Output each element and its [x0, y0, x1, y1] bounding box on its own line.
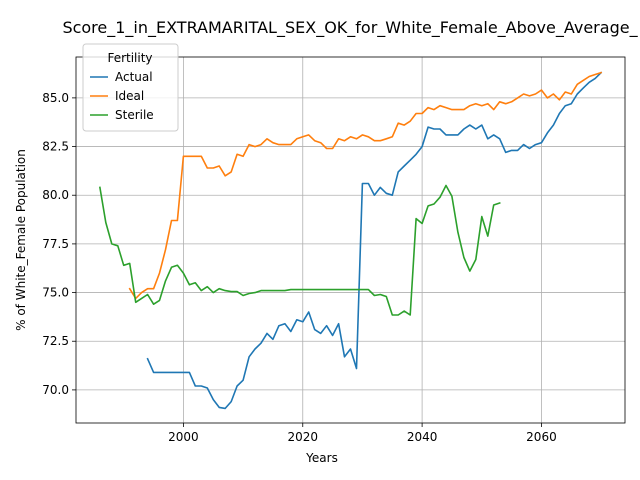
x-axis-ticks: 2000 2020 2040 2060 — [168, 423, 557, 444]
y-tick-label: 70.0 — [42, 383, 69, 397]
series-lines — [98, 71, 603, 410]
legend-label-ideal: Ideal — [115, 89, 144, 103]
y-tick-label: 82.5 — [42, 140, 69, 154]
x-tick-label: 2020 — [287, 430, 318, 444]
legend-label-actual: Actual — [115, 70, 153, 84]
y-tick-label: 72.5 — [42, 334, 69, 348]
legend-box — [82, 43, 179, 132]
y-axis-ticks: 70.0 72.5 75.0 77.5 80.0 82.5 85.0 — [42, 91, 76, 397]
x-axis-label: Years — [305, 451, 338, 465]
y-axis-label: % of White_Female Population — [14, 149, 28, 331]
y-tick-label: 80.0 — [42, 188, 69, 202]
y-tick-label: 75.0 — [42, 286, 69, 300]
series-line-ideal — [128, 71, 603, 300]
legend-label-sterile: Sterile — [115, 108, 154, 122]
x-tick-label: 2060 — [526, 430, 557, 444]
legend-title: Fertility — [107, 51, 152, 65]
plot-frame — [75, 56, 626, 424]
x-tick-label: 2000 — [168, 430, 199, 444]
y-tick-label: 85.0 — [42, 91, 69, 105]
series-line-sterile — [98, 184, 501, 316]
legend: Fertility Actual Ideal Sterile — [82, 43, 179, 132]
legend-items: Actual Ideal Sterile — [90, 70, 154, 122]
y-tick-label: 77.5 — [42, 237, 69, 251]
chart-title: Score_1_in_EXTRAMARITAL_SEX_OK_for_White… — [62, 18, 638, 38]
x-tick-label: 2040 — [407, 430, 438, 444]
series-line-actual — [146, 71, 603, 410]
